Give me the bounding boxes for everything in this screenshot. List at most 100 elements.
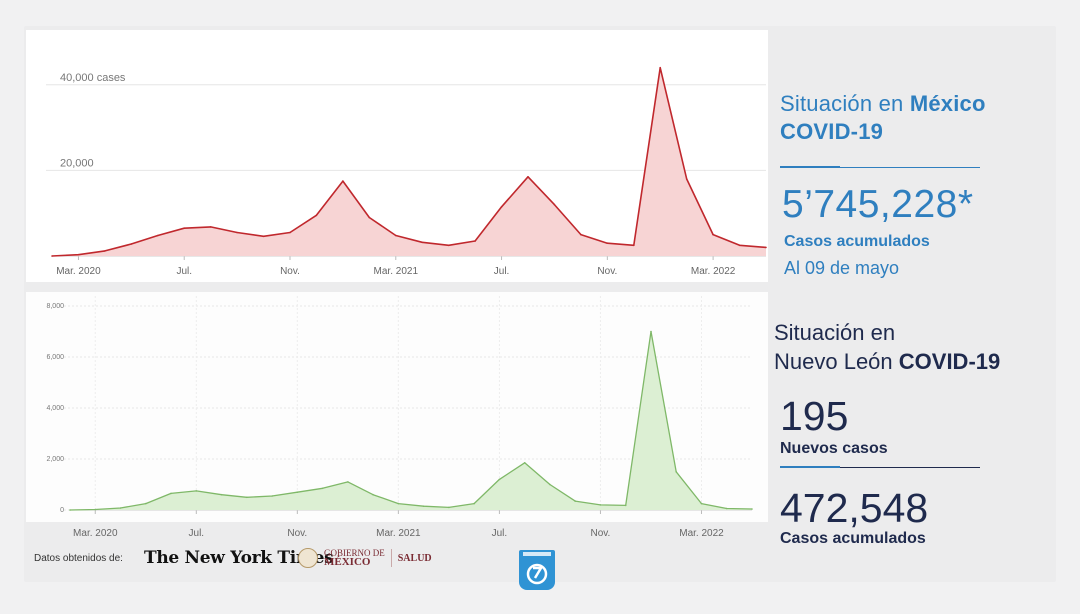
data-point — [599, 504, 602, 506]
x-tick-label: Mar. 2021 — [374, 266, 419, 277]
nuevo-leon-total-label: Casos acumulados — [780, 530, 926, 547]
data-point — [397, 502, 400, 505]
data-point — [342, 180, 344, 182]
data-point — [751, 508, 753, 510]
data-point — [94, 508, 97, 511]
mexico-title: Situación en México COVID-19 — [780, 90, 1040, 146]
data-point — [183, 227, 185, 229]
nuevo-leon-title: Situación en Nuevo León COVID-19 — [774, 318, 1000, 376]
data-point — [700, 502, 703, 505]
data-point — [580, 233, 582, 236]
data-point — [765, 246, 767, 249]
data-point — [738, 244, 741, 247]
y-tick-label: 4,000 — [46, 405, 64, 412]
data-point — [712, 233, 714, 236]
data-point — [321, 487, 324, 490]
mexico-rule — [840, 167, 980, 168]
data-point — [220, 493, 223, 496]
data-point — [296, 491, 299, 493]
nl-x-tick-label: Mar. 2021 — [376, 528, 421, 539]
nl-x-tick-label: Mar. 2020 — [73, 528, 118, 539]
data-point — [395, 234, 397, 237]
nl-x-tick-label: Jul. — [491, 528, 508, 539]
y-tick-label: 8,000 — [46, 303, 64, 310]
data-point — [51, 255, 53, 257]
nuevo-leon-title-line1: Situación en — [774, 320, 896, 345]
data-point — [523, 462, 526, 464]
data-point — [145, 502, 147, 505]
data-point — [659, 66, 661, 69]
logo-divider — [390, 549, 392, 567]
data-point — [685, 178, 688, 180]
y-tick-label: 20,000 — [60, 157, 94, 169]
data-point — [553, 203, 556, 206]
data-point — [315, 214, 318, 217]
x-tick-label: Mar. 2020 — [56, 266, 101, 277]
data-point — [448, 506, 450, 509]
data-point — [170, 492, 172, 495]
data-point — [574, 500, 576, 502]
nl-x-tick-label: Nov. — [590, 528, 611, 539]
data-point — [527, 176, 529, 178]
shield-logo-icon — [519, 550, 555, 590]
data-point — [368, 216, 371, 219]
data-point — [447, 244, 450, 247]
data-point — [473, 502, 475, 505]
mexico-title-bold: México — [909, 91, 986, 116]
nuevo-leon-new-cases-label: Nuevos casos — [780, 440, 888, 457]
gobierno-salud-logo: GOBIERNO DE MÉXICO SALUD — [298, 548, 432, 568]
data-point — [606, 242, 609, 244]
nuevo-leon-rule-accent — [780, 466, 840, 468]
gov-line2: MÉXICO — [324, 556, 371, 568]
y-tick-label: 40,000 cases — [60, 72, 126, 84]
data-point — [624, 504, 627, 507]
mexico-cases-chart: 20,000 40,000 cases Mar. 2020 Jul. Nov. Mar. … — [46, 66, 767, 277]
data-point — [650, 330, 652, 333]
data-point — [130, 243, 133, 245]
nl-x-tick-label: Nov. — [287, 528, 308, 539]
data-point — [246, 496, 248, 499]
series-line — [69, 330, 753, 511]
x-tick-label: Jul. — [494, 266, 510, 277]
data-point — [262, 235, 265, 238]
data-point — [69, 509, 71, 511]
source-label: Datos obtenidos de: — [34, 553, 123, 564]
data-point — [209, 226, 212, 228]
data-point — [104, 250, 106, 252]
data-point — [498, 478, 501, 481]
series-line — [51, 66, 767, 257]
data-point — [421, 241, 424, 244]
mexico-rule-accent — [780, 166, 840, 168]
mexico-chart-panel: 20,000 40,000 cases Mar. 2020 Jul. Nov. Mar. … — [26, 30, 768, 282]
nuevo-leon-rule — [840, 467, 980, 468]
x-tick-label: Mar. 2022 — [691, 266, 736, 277]
data-point — [119, 507, 122, 509]
data-point — [289, 231, 291, 234]
mexico-title-line2: COVID-19 — [780, 119, 884, 144]
data-point — [422, 505, 425, 507]
mexico-summary: Situación en México COVID-19 — [780, 90, 1040, 146]
salud-logo-text: SALUD — [397, 552, 432, 564]
nl-x-tick-label: Jul. — [188, 528, 205, 539]
data-point — [675, 471, 677, 473]
national-seal-icon — [298, 548, 318, 568]
mexico-total-cases: 5’745,228* — [782, 183, 974, 226]
x-tick-label: Nov. — [597, 266, 617, 277]
mexico-date-label: Al 09 de mayo — [784, 258, 900, 278]
data-point — [725, 507, 728, 510]
data-point — [77, 253, 80, 256]
data-point — [500, 206, 503, 208]
nuevo-leon-new-cases: 195 — [780, 393, 849, 439]
mexico-title-plain: Situación en — [780, 91, 910, 116]
nyt-logo: The New York Times — [144, 548, 334, 568]
mexico-total-label: Casos acumulados — [784, 233, 930, 250]
series-area — [52, 67, 766, 256]
data-point — [236, 231, 238, 234]
data-point — [474, 240, 476, 242]
data-point — [157, 234, 159, 237]
data-point — [347, 481, 349, 483]
x-tick-label: Nov. — [280, 266, 300, 277]
data-point — [633, 244, 635, 247]
series-area — [70, 331, 752, 510]
